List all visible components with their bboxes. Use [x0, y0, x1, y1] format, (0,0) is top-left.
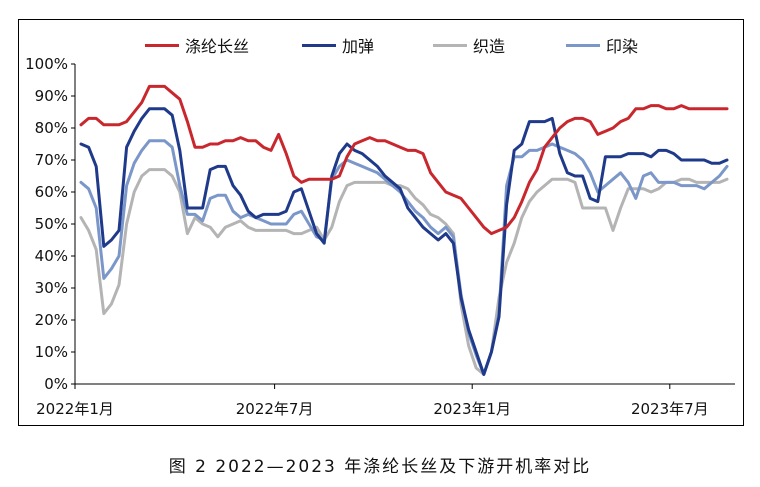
x-tick-label: 2022年7月	[236, 400, 314, 418]
figure-caption: 图 2 2022—2023 年涤纶长丝及下游开机率对比	[168, 457, 592, 477]
chart-frame	[18, 19, 744, 426]
legend-label-polyester-filament: 涤纶长丝	[185, 37, 250, 56]
y-tick-label: 100%	[25, 55, 68, 73]
legend-label-texturing: 加弹	[342, 37, 375, 56]
y-tick-label: 30%	[35, 279, 68, 297]
x-tick-label: 2022年1月	[36, 400, 114, 418]
legend-swatch-dyeing	[566, 43, 600, 47]
legend-item-polyester-filament: 涤纶长丝	[145, 33, 249, 57]
legend-swatch-texturing	[302, 43, 336, 47]
series-line-texturing	[79, 107, 729, 376]
y-tick-label: 80%	[35, 119, 68, 137]
series-lines	[79, 84, 729, 376]
legend: 涤纶长丝 加弹 织造 印染	[0, 33, 760, 57]
legend-label-dyeing: 印染	[606, 37, 639, 56]
axes: 0% 10% 20% 30% 40% 50% 60% 70% 80% 90% 100% 2022年1月…	[25, 55, 735, 418]
y-tick-label: 90%	[35, 87, 68, 105]
x-tick-label: 2023年7月	[631, 400, 709, 418]
series-line-polyester-filament	[79, 84, 729, 236]
y-tick-label: 60%	[35, 183, 68, 201]
y-tick-label: 40%	[35, 247, 68, 265]
legend-swatch-weaving	[433, 43, 467, 47]
series-line-weaving	[79, 168, 729, 376]
legend-swatch-polyester-filament	[145, 43, 179, 47]
y-tick-label: 0%	[44, 375, 68, 393]
x-tick-label: 2023年1月	[433, 400, 511, 418]
y-tick-label: 10%	[35, 343, 68, 361]
legend-label-weaving: 织造	[473, 37, 506, 56]
y-tick-label: 20%	[35, 311, 68, 329]
legend-item-weaving: 织造	[433, 33, 505, 57]
legend-item-dyeing: 印染	[566, 33, 638, 57]
legend-item-texturing: 加弹	[302, 33, 374, 57]
series-line-dyeing	[79, 139, 729, 376]
y-tick-label: 70%	[35, 151, 68, 169]
y-tick-label: 50%	[35, 215, 68, 233]
